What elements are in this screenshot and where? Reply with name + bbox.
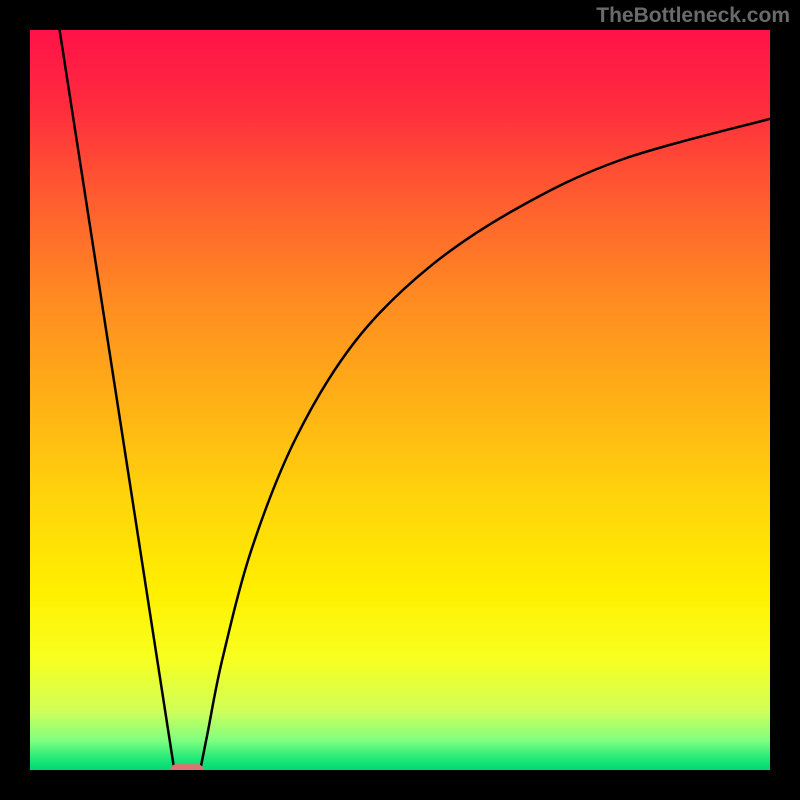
chart-container: TheBottleneck.com [0,0,800,800]
descending-line [60,30,175,770]
bottleneck-marker [170,764,203,770]
ascending-curve [200,119,770,770]
watermark-text: TheBottleneck.com [596,4,790,28]
plot-area [30,30,770,770]
curve-layer [30,30,770,770]
